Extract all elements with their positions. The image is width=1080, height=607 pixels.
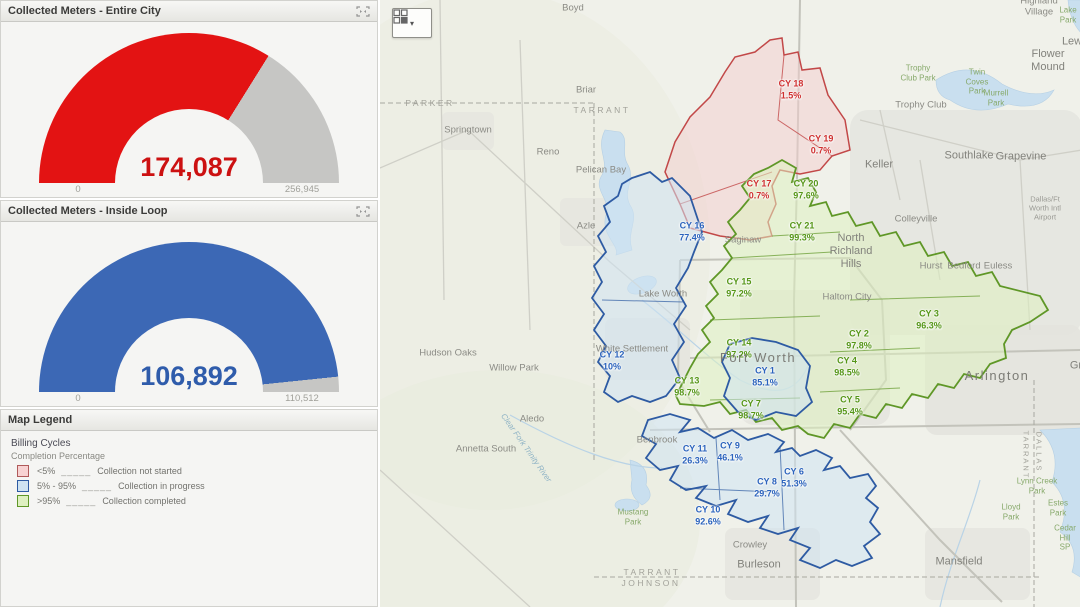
map-legend-panel: Map Legend Billing Cycles Completion Per… <box>0 409 378 607</box>
gauge-max-label: 256,945 <box>284 184 320 195</box>
panel-title: Map Legend <box>8 414 73 426</box>
legend-line-sample: _____ <box>82 481 113 491</box>
legend-swatch-completed <box>17 495 29 507</box>
legend-body: Billing Cycles Completion Percentage <5%… <box>1 431 377 517</box>
region-divider <box>679 437 785 531</box>
panel-title: Collected Meters - Entire City <box>8 5 161 17</box>
legend-subtitle2: Completion Percentage <box>11 451 106 461</box>
panel-header: Collected Meters - Inside Loop <box>1 201 377 222</box>
legend-range: <5% <box>37 466 56 476</box>
region-divider <box>709 231 981 401</box>
legend-row-completed: >95% _____ Collection completed <box>17 495 367 507</box>
gauge-wrap: 174,087 0 256,945 <box>1 22 377 197</box>
legend-label: Collection completed <box>102 496 186 506</box>
cycle-regions <box>590 37 1050 569</box>
legend-subtitle: Billing Cycles <box>11 438 71 449</box>
gauge-max-label: 110,512 <box>285 393 319 404</box>
legend-range: 5% - 95% <box>37 481 77 491</box>
region-in-progress-center[interactable] <box>721 337 814 421</box>
region-in-progress-west[interactable] <box>590 170 703 404</box>
gauge-axis: 0 256,945 <box>1 184 377 196</box>
maximize-icon[interactable] <box>356 205 370 217</box>
legend-row-not-started: <5% _____ Collection not started <box>17 465 367 477</box>
legend-line-sample: _____ <box>66 496 97 506</box>
left-column: Collected Meters - Entire City 174,087 0… <box>0 0 378 607</box>
legend-row-in-progress: 5% - 95% _____ Collection in progress <box>17 480 367 492</box>
legend-label: Collection not started <box>97 466 182 476</box>
basemap-grid-icon <box>393 9 408 24</box>
gauge-min-label: 0 <box>75 393 81 404</box>
gauge-wrap: 106,892 0 110,512 <box>1 222 377 406</box>
terrain-patch <box>380 370 700 607</box>
gauge-axis: 0 110,512 <box>1 393 377 405</box>
maximize-icon[interactable] <box>356 5 370 17</box>
county-borders <box>380 102 1040 607</box>
map-viewport[interactable]: CY 18 1.5% CY 19 0.7% CY 17 0.7% CY 20 97.6% CY … <box>378 0 1080 607</box>
basemap-button[interactable]: ▾ <box>392 8 432 38</box>
gauge-value: 174,087 <box>140 152 238 182</box>
legend-swatch-in-progress <box>17 480 29 492</box>
legend-swatch-not-started <box>17 465 29 477</box>
panel-header: Map Legend <box>1 410 377 431</box>
gauge-panel-entire-city: Collected Meters - Entire City 174,087 0… <box>0 0 378 198</box>
chevron-down-icon: ▾ <box>409 18 414 28</box>
legend-range: >95% <box>37 496 61 506</box>
legend-label: Collection in progress <box>118 481 205 491</box>
gauge-min-label: 0 <box>75 184 81 195</box>
legend-line-sample: _____ <box>61 466 92 476</box>
roads <box>380 0 1080 607</box>
gauge-entire-city: 174,087 <box>39 33 339 183</box>
panel-header: Collected Meters - Entire City <box>1 1 377 22</box>
gauge-panel-inside-loop: Collected Meters - Inside Loop 106,892 0… <box>0 200 378 407</box>
panel-title: Collected Meters - Inside Loop <box>8 205 168 217</box>
region-divider <box>601 299 685 303</box>
gauge-value: 106,892 <box>140 361 238 391</box>
gauge-inside-loop: 106,892 <box>39 242 339 392</box>
map-canvas <box>380 0 1080 607</box>
